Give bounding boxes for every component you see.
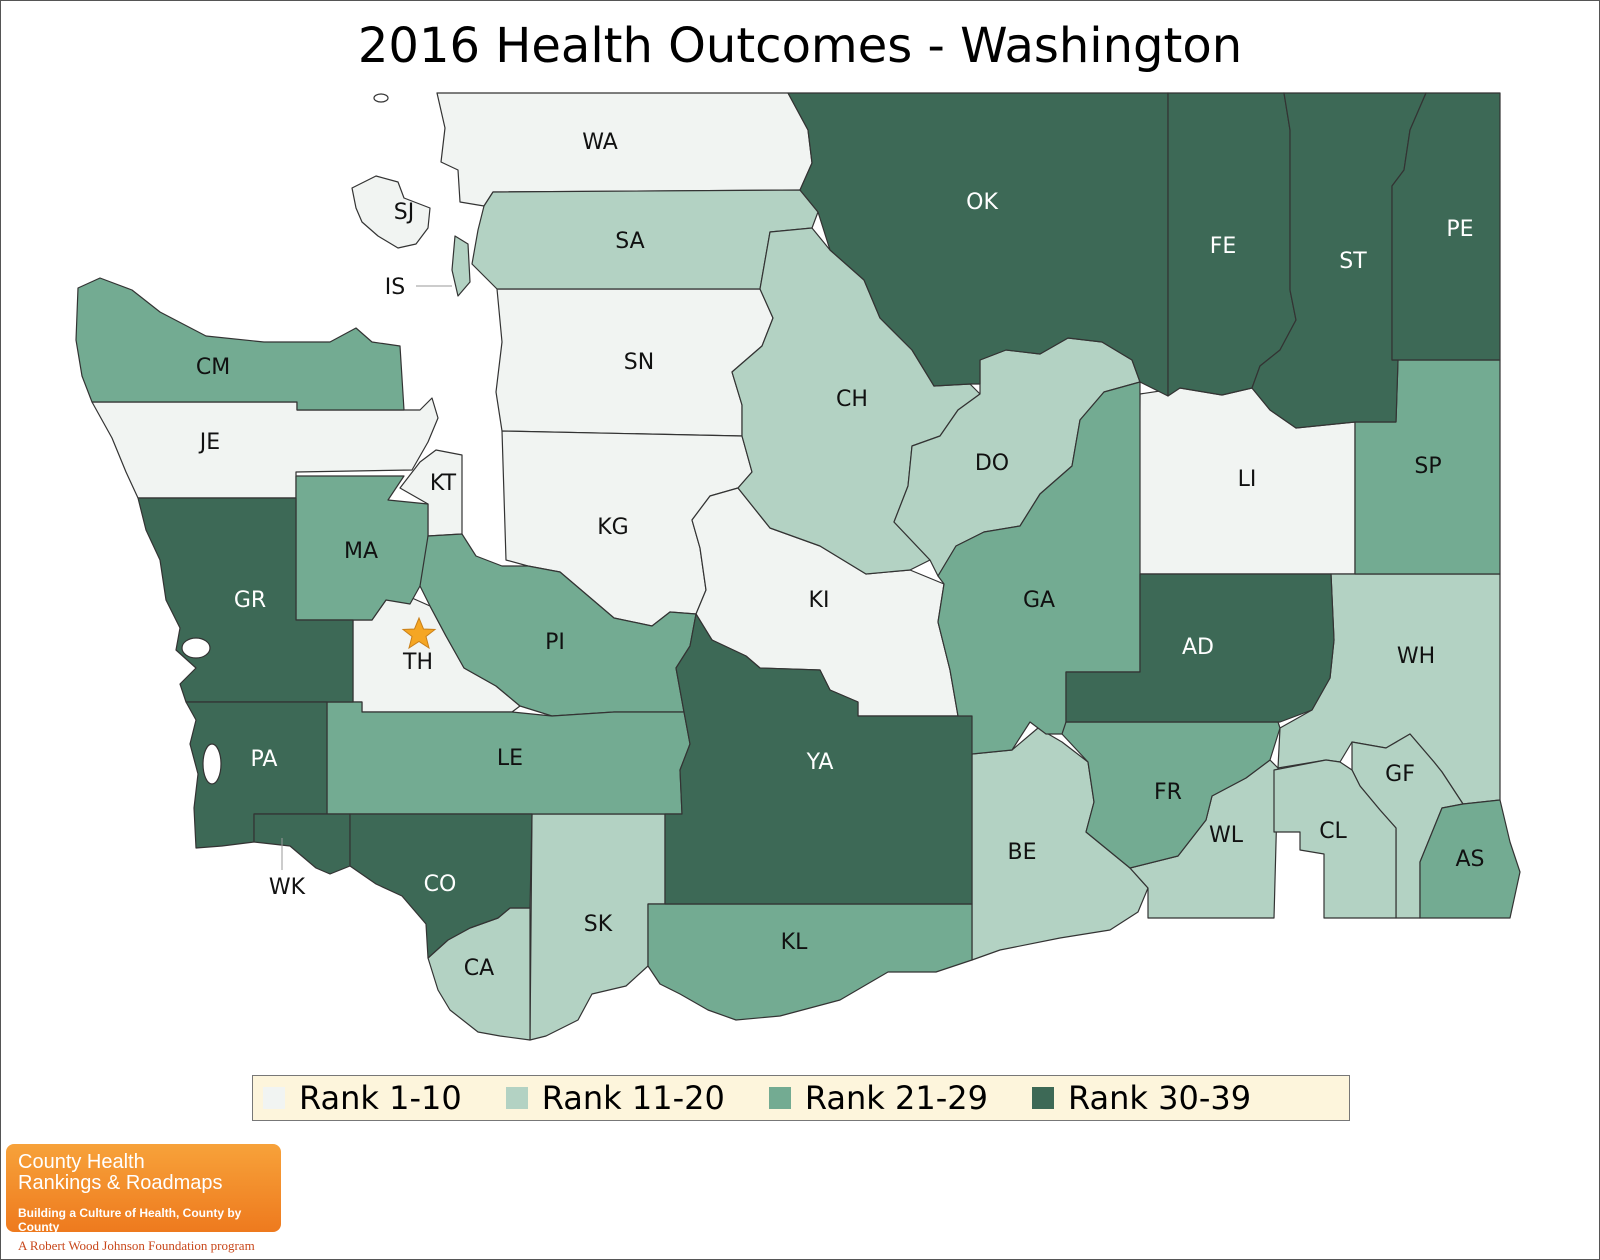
rwjf-credit: A Robert Wood Johnson Foundation program <box>18 1238 255 1253</box>
county-is[interactable] <box>451 235 471 297</box>
legend-label: Rank 1-10 <box>299 1079 462 1117</box>
county-ok[interactable] <box>787 92 1169 397</box>
county-as[interactable] <box>1419 799 1521 919</box>
label-ga: GA <box>1023 588 1055 613</box>
county-wk[interactable] <box>253 813 351 875</box>
legend-swatch <box>505 1087 528 1109</box>
label-je: JE <box>198 430 220 455</box>
county-fr[interactable] <box>1061 721 1281 869</box>
county-wa[interactable] <box>436 92 813 207</box>
label-sa: SA <box>615 229 644 254</box>
county-pe[interactable] <box>1391 92 1501 361</box>
label-wa: WA <box>582 130 618 155</box>
label-kl: KL <box>781 930 808 955</box>
legend-label: Rank 11-20 <box>541 1079 725 1117</box>
logo-line-2: Rankings & Roadmaps <box>18 1172 223 1194</box>
label-ok: OK <box>966 190 998 215</box>
label-ki: KI <box>809 588 830 613</box>
county-labels: WA SJ IS SA OK FE ST PE CM JE SN CH DO L… <box>196 130 1485 981</box>
county-kl[interactable] <box>647 903 973 1021</box>
legend-item-rank-30-39: Rank 30-39 <box>1031 1079 1252 1117</box>
county-ad[interactable] <box>1065 573 1335 723</box>
legend-item-rank-11-20: Rank 11-20 <box>505 1079 725 1117</box>
water-body <box>202 743 222 785</box>
label-do: DO <box>975 451 1009 476</box>
county-ya[interactable] <box>664 613 973 905</box>
label-th: TH <box>402 650 433 675</box>
label-ch: CH <box>836 387 868 412</box>
label-kt: KT <box>430 471 457 496</box>
label-gr: GR <box>234 588 266 613</box>
label-sj: SJ <box>394 200 414 225</box>
county-cl[interactable] <box>1273 759 1397 919</box>
legend-swatch <box>1031 1087 1054 1109</box>
label-kg: KG <box>597 515 628 540</box>
legend-item-rank-1-10: Rank 1-10 <box>263 1079 462 1117</box>
label-fr: FR <box>1154 780 1182 805</box>
county-co[interactable] <box>349 813 533 959</box>
label-co: CO <box>424 872 457 897</box>
label-ca: CA <box>464 956 494 981</box>
label-st: ST <box>1339 249 1367 274</box>
label-li: LI <box>1238 467 1257 492</box>
legend-swatch <box>768 1087 791 1109</box>
label-le: LE <box>497 746 523 771</box>
logo-title: County Health Rankings & Roadmaps <box>18 1152 223 1194</box>
label-pa: PA <box>251 747 278 772</box>
legend-swatch <box>263 1087 285 1109</box>
label-sn: SN <box>624 350 654 375</box>
logo-tagline: Building a Culture of Health, County by … <box>18 1206 242 1234</box>
label-cm: CM <box>196 355 230 380</box>
star-icon <box>401 616 437 650</box>
chrr-logo: County Health Rankings & Roadmaps Buildi… <box>6 1144 281 1234</box>
label-wk: WK <box>269 875 306 900</box>
water-body <box>181 637 211 659</box>
island-shape <box>373 93 389 103</box>
legend-item-rank-21-29: Rank 21-29 <box>768 1079 988 1117</box>
label-ma: MA <box>344 539 378 564</box>
label-sk: SK <box>584 912 613 937</box>
label-cl: CL <box>1319 819 1347 844</box>
label-pi: PI <box>545 630 565 655</box>
label-as: AS <box>1455 847 1484 872</box>
label-fe: FE <box>1210 234 1237 259</box>
map-title: 2016 Health Outcomes - Washington <box>357 18 1243 74</box>
county-pa[interactable] <box>185 701 328 849</box>
county-cm[interactable] <box>75 277 405 411</box>
county-le[interactable] <box>326 701 691 815</box>
label-wl: WL <box>1209 823 1244 848</box>
map-legend: Rank 1-10 Rank 11-20 Rank 21-29 Rank 30-… <box>252 1075 1350 1121</box>
label-sp: SP <box>1414 454 1441 479</box>
label-wh: WH <box>1397 644 1435 669</box>
legend-label: Rank 30-39 <box>1067 1079 1252 1117</box>
legend-label: Rank 21-29 <box>804 1079 988 1117</box>
label-pe: PE <box>1446 217 1473 242</box>
label-is: IS <box>385 275 405 300</box>
label-gf: GF <box>1385 762 1415 787</box>
label-ad: AD <box>1182 635 1214 660</box>
label-ya: YA <box>806 750 834 775</box>
county-sj[interactable] <box>351 175 431 249</box>
logo-line-1: County Health <box>18 1151 145 1173</box>
label-be: BE <box>1008 840 1037 865</box>
